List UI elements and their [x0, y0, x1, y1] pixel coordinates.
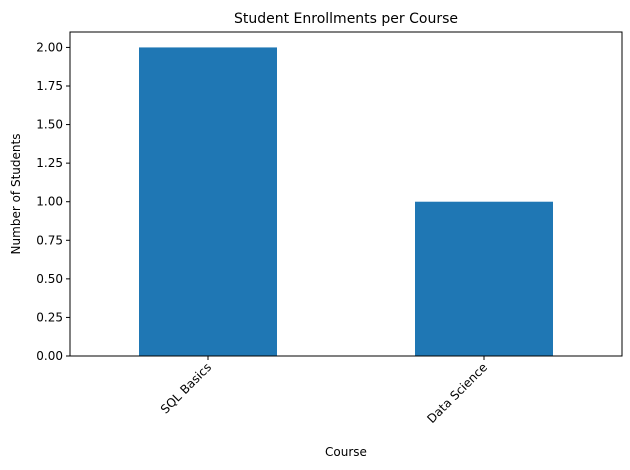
y-tick-label: 1.00 [36, 195, 63, 209]
chart-title: Student Enrollments per Course [234, 11, 458, 27]
x-axis-label: Course [325, 445, 367, 459]
y-tick-label: 1.25 [36, 156, 63, 170]
bar [415, 201, 553, 356]
x-tick-label: SQL Basics [158, 360, 214, 416]
y-tick-label: 1.75 [36, 79, 63, 93]
y-tick-label: 0.00 [36, 349, 63, 363]
y-tick-label: 0.25 [36, 310, 63, 324]
y-tick-label: 0.50 [36, 272, 63, 286]
y-tick-label: 1.50 [36, 118, 63, 132]
bar [139, 47, 277, 357]
plot-frame [69, 31, 623, 357]
x-tick-label: Data Science [424, 360, 490, 426]
y-tick-label: 0.75 [36, 233, 63, 247]
y-axis-label: Number of Students [9, 134, 23, 255]
y-tick-label: 2.00 [36, 40, 63, 54]
